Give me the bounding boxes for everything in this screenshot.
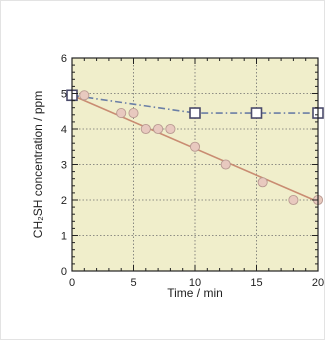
- circle-marker: [79, 90, 90, 101]
- x-axis-label: Time / min: [167, 286, 223, 300]
- circle-marker: [128, 107, 139, 119]
- y-tick-label: 6: [61, 53, 67, 65]
- circle-marker: [257, 177, 268, 188]
- x-tick-label: 10: [189, 277, 201, 289]
- y-tick-label: 3: [61, 160, 67, 172]
- circle-marker: [116, 107, 127, 119]
- square-marker: [250, 107, 263, 119]
- series-line-0: [71, 94, 318, 114]
- circle-marker: [153, 123, 164, 135]
- y-tick-label: 1: [61, 231, 67, 243]
- x-tick-label: 20: [312, 277, 324, 289]
- y-axis-label: CH₂SH concentration / ppm: [31, 91, 45, 238]
- circle-marker: [165, 123, 176, 135]
- square-marker: [189, 107, 201, 119]
- x-tick-label: 15: [250, 277, 262, 289]
- grid: [72, 58, 318, 271]
- circle-marker: [288, 194, 299, 206]
- x-tick-label: 5: [130, 277, 136, 289]
- circle-marker: [140, 123, 151, 135]
- tick-labels: 0 5 10 15 20 0 1 2 3 4 5 6: [61, 53, 324, 289]
- x-tick-label: 0: [69, 277, 75, 289]
- y-tick-label: 5: [61, 89, 67, 101]
- y-tick-label: 4: [61, 124, 67, 136]
- y-tick-label: 2: [61, 195, 67, 207]
- circle-marker: [220, 159, 231, 170]
- axis-ticks: [71, 57, 319, 272]
- circle-marker: [189, 141, 201, 152]
- y-tick-label: 0: [61, 266, 67, 278]
